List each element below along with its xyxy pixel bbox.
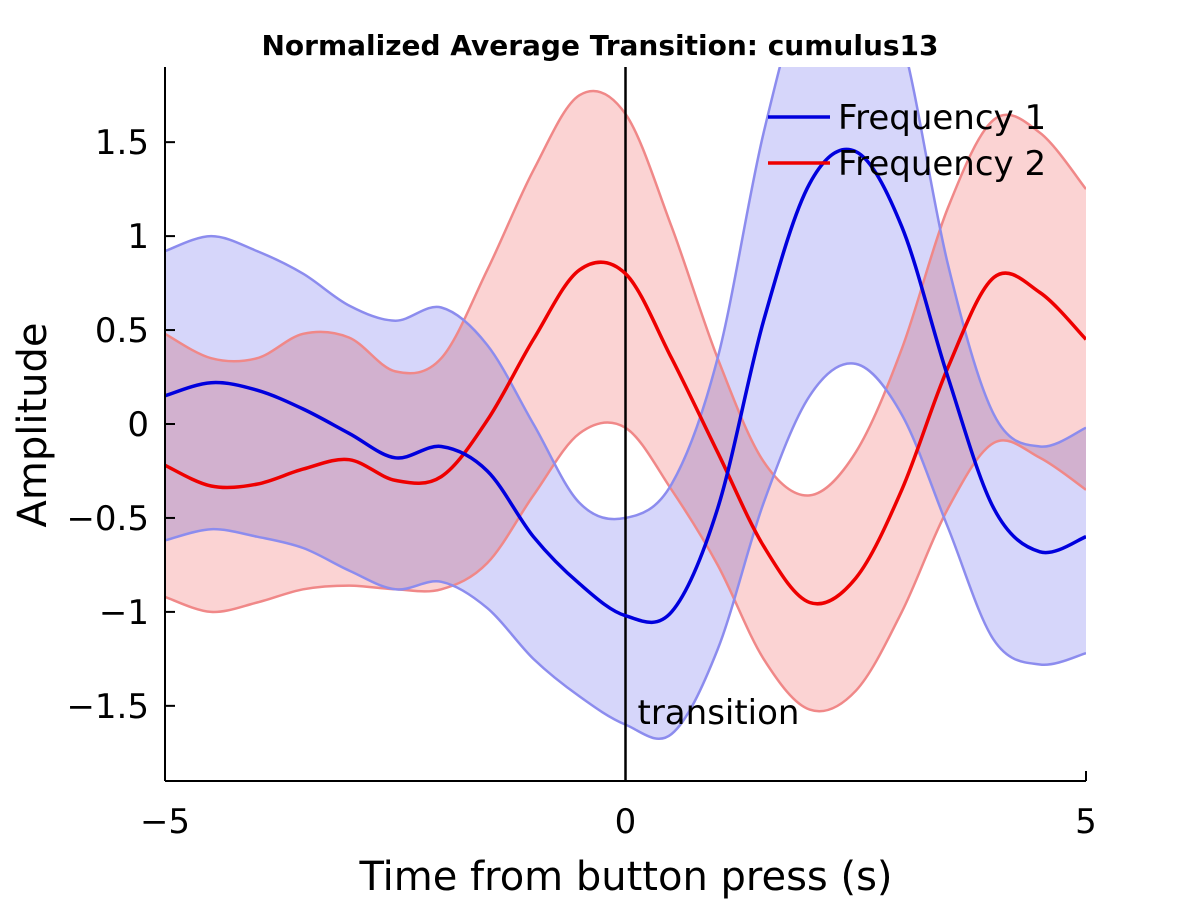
- legend-label-frequency-2: Frequency 2: [838, 144, 1046, 184]
- frequency-2-upper-edge: [165, 89, 1086, 497]
- y-tick-label: −1: [99, 593, 149, 633]
- chart-title: Normalized Average Transition: cumulus13: [261, 29, 938, 62]
- legend-label-frequency-1: Frequency 1: [838, 98, 1046, 138]
- y-tick-label: 0.5: [95, 311, 149, 351]
- x-axis-title: Time from button press (s): [358, 854, 892, 900]
- frequency-1-lower-edge: [165, 362, 1086, 740]
- frequency-1-band: [165, 67, 1086, 739]
- x-tick-label: −5: [140, 802, 190, 842]
- y-tick-label: −1.5: [66, 687, 149, 727]
- x-tick-label: 5: [1075, 802, 1097, 842]
- band-edges: [165, 67, 1086, 740]
- frequency-2-line: [165, 260, 1086, 606]
- transition-label: transition: [638, 693, 800, 733]
- y-tick-label: −0.5: [66, 499, 149, 539]
- x-ticks: −5 0 5: [140, 771, 1097, 842]
- legend: Frequency 1 Frequency 2: [768, 98, 1046, 184]
- y-tick-label: 1: [127, 217, 149, 257]
- mean-lines: [165, 147, 1086, 624]
- frequency-2-lower-edge: [165, 421, 1086, 713]
- y-tick-label: 1.5: [95, 123, 149, 163]
- transition-marker: transition: [624, 67, 800, 781]
- y-axis-title: Amplitude: [10, 323, 56, 528]
- frequency-1-upper-edge: [165, 67, 1086, 521]
- x-tick-label: 0: [615, 802, 637, 842]
- y-tick-label: 0: [127, 405, 149, 445]
- y-ticks: −1.5 −1 −0.5 0 0.5 1 1.5: [66, 123, 175, 727]
- frequency-1-line: [165, 147, 1086, 624]
